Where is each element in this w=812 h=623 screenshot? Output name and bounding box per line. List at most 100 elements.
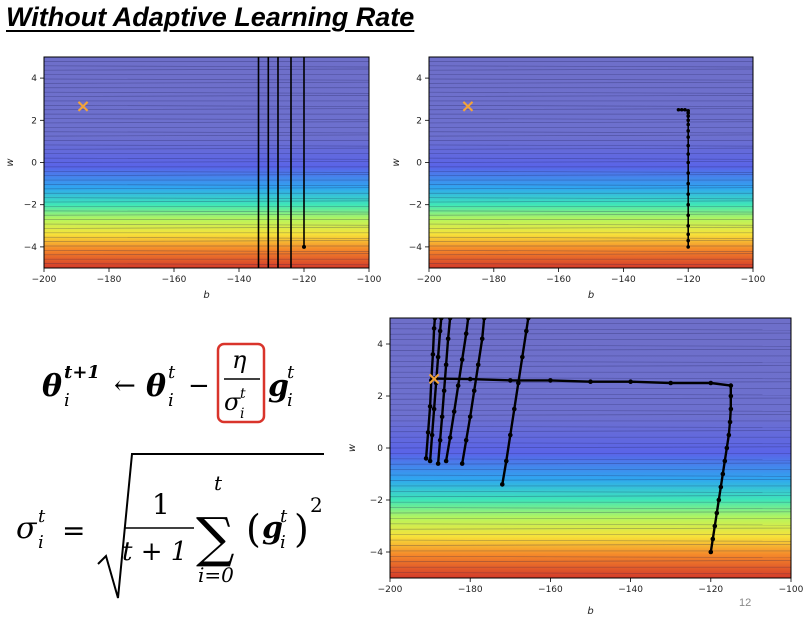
y-tick-label: −2 [24, 201, 37, 211]
contour-line [43, 160, 370, 163]
x-tick-label: −120 [676, 275, 701, 285]
descent-path-5 [436, 318, 452, 464]
contour-line [43, 134, 370, 137]
contour-line [428, 184, 754, 187]
contour-line [428, 187, 754, 190]
contour-line [389, 555, 792, 558]
x-axis-label: b [587, 606, 593, 617]
x-tick-label: −160 [538, 585, 563, 595]
contour-line [428, 65, 754, 68]
y-axis-label: w [391, 158, 402, 167]
contour-line [389, 365, 792, 368]
y-tick-label: −2 [370, 496, 383, 506]
descent-point [433, 380, 439, 386]
update-rule-svg: θ t+1 i ← θ t i − η σ t i g t i [42, 342, 295, 424]
contour-line [389, 474, 792, 477]
contour-line [43, 157, 370, 160]
g-symbol: g [262, 511, 283, 546]
descent-path-4 [444, 318, 470, 462]
descent-point [679, 107, 684, 112]
descent-point [686, 143, 690, 148]
descent-point [686, 213, 690, 218]
contour-line [43, 187, 370, 190]
sum-upper-limit: t [214, 471, 223, 495]
descent-point [526, 318, 531, 321]
contour-line [43, 91, 370, 94]
x-tick-label: −180 [97, 275, 122, 285]
contour-line [43, 174, 370, 177]
descent-path-2 [501, 318, 530, 485]
contour-fill [390, 318, 791, 578]
descent-point [431, 376, 437, 381]
contour-line [428, 157, 754, 160]
descent-point [524, 328, 529, 334]
descent-point [686, 171, 690, 175]
x-tick-label: −100 [779, 585, 804, 595]
gradient-paths [676, 107, 690, 249]
descent-point [686, 160, 690, 165]
sigma-lhs-sub: i [38, 532, 44, 553]
contour-line [389, 462, 792, 465]
y-tick-label: −4 [409, 243, 423, 253]
descent-point [710, 536, 716, 542]
descent-point [431, 406, 437, 412]
contour-line [389, 381, 792, 384]
eta-sigma-highlight-box [216, 342, 266, 424]
y-tick-label: 2 [416, 116, 422, 126]
descent-point [463, 331, 469, 336]
descent-point [722, 458, 728, 464]
contour-line [43, 118, 370, 121]
contour-line [428, 144, 754, 147]
descent-point [686, 232, 690, 237]
x-tick-label: −200 [417, 275, 442, 285]
contour-line [428, 170, 754, 173]
descent-point [686, 202, 690, 207]
contour-line [43, 144, 370, 147]
equals-symbol: = [62, 514, 85, 547]
descent-point [686, 122, 690, 127]
descent-point [708, 549, 714, 555]
descent-point [708, 380, 714, 386]
descent-path-1 [678, 109, 689, 247]
descent-point [447, 435, 453, 440]
contour-line [389, 348, 792, 351]
descent-point [727, 419, 733, 425]
sigma-lhs: σ [16, 511, 38, 546]
descent-point [686, 118, 690, 123]
contour-line [389, 572, 792, 575]
contour-line [428, 147, 754, 150]
descent-point [628, 379, 633, 385]
contour-line [389, 377, 792, 380]
theta-rhs: θ [146, 369, 166, 404]
contour-line [389, 328, 792, 331]
descent-path-3 [461, 318, 486, 464]
y-tick-label: −4 [370, 548, 384, 558]
descent-point [516, 380, 521, 386]
descent-point [475, 362, 481, 368]
y-tick-label: 2 [377, 392, 383, 402]
contour-line [389, 344, 792, 347]
contour-line [43, 250, 370, 252]
contour-line [389, 397, 792, 400]
arrow-symbol: ← [114, 371, 136, 401]
descent-point [427, 458, 433, 464]
plot-frame [389, 317, 792, 579]
contour-line [43, 184, 370, 187]
x-tick-label: −160 [162, 275, 187, 285]
descent-point [467, 414, 473, 420]
contour-line [43, 197, 370, 200]
page-number: 12 [739, 597, 752, 609]
contour-chart-1: −200 −180 −160 −140 −120 −100 4 2 0 −2 −4 b w × [5, 56, 382, 301]
contour-line [43, 263, 370, 266]
contour-line [428, 160, 754, 163]
contour-line [389, 430, 792, 433]
update-rule-formula: θ t+1 i ← θ t i − η σ t i g t i [40, 338, 330, 428]
contour-line [43, 200, 370, 203]
theta-lhs: θ [42, 369, 62, 404]
contour-line [428, 200, 754, 203]
descent-point [520, 354, 525, 360]
descent-point [716, 497, 722, 503]
y-tick-label: 0 [377, 444, 383, 454]
descent-point [429, 378, 434, 383]
descent-point [714, 510, 720, 516]
